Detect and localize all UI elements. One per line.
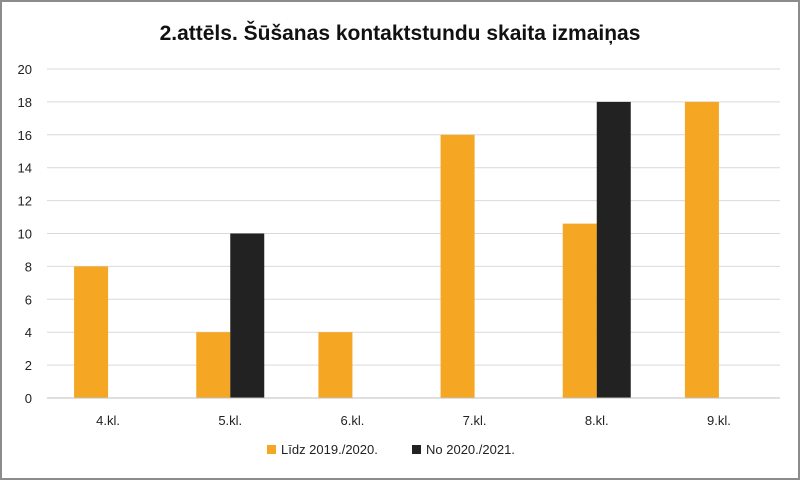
legend: Līdz 2019./2020. No 2020./2021. <box>267 442 515 457</box>
y-tick-label: 0 <box>25 391 32 406</box>
legend-swatch <box>267 445 276 454</box>
bar-series1-7.kl. <box>440 134 475 399</box>
bar-series2-8.kl. <box>596 101 631 399</box>
bars <box>74 101 719 399</box>
bar-series1-8.kl. <box>562 223 597 398</box>
x-tick-label: 6.kl. <box>340 413 364 428</box>
y-tick-label: 10 <box>18 227 32 242</box>
bar-series1-5.kl. <box>196 332 231 398</box>
chart-title: 2.attēls. Šūšanas kontaktstundu skaita i… <box>160 21 641 45</box>
y-tick-label: 14 <box>18 161 32 176</box>
x-tick-label: 9.kl. <box>707 413 731 428</box>
y-tick-label: 4 <box>25 325 32 340</box>
bar-series2-5.kl. <box>230 233 265 398</box>
y-tick-label: 18 <box>18 95 32 110</box>
y-axis-ticks: 0 2 4 6 8 10 12 14 16 18 20 <box>18 62 32 406</box>
x-tick-label: 5.kl. <box>218 413 242 428</box>
legend-label: No 2020./2021. <box>426 442 515 457</box>
x-tick-label: 7.kl. <box>463 413 487 428</box>
legend-swatch <box>412 445 421 454</box>
gridlines <box>47 68 780 366</box>
bar-series1-9.kl. <box>684 101 719 399</box>
x-axis-ticks: 4.kl. 5.kl. 6.kl. 7.kl. 8.kl. 9.kl. <box>96 413 731 428</box>
y-tick-label: 20 <box>18 62 32 77</box>
y-tick-label: 16 <box>18 128 32 143</box>
y-tick-label: 12 <box>18 194 32 209</box>
y-tick-label: 8 <box>25 259 32 274</box>
legend-label: Līdz 2019./2020. <box>281 442 378 457</box>
bar-series1-4.kl. <box>74 266 109 398</box>
bar-series1-6.kl. <box>318 332 353 398</box>
y-tick-label: 2 <box>25 358 32 373</box>
y-tick-label: 6 <box>25 292 32 307</box>
x-tick-label: 4.kl. <box>96 413 120 428</box>
x-tick-label: 8.kl. <box>585 413 609 428</box>
